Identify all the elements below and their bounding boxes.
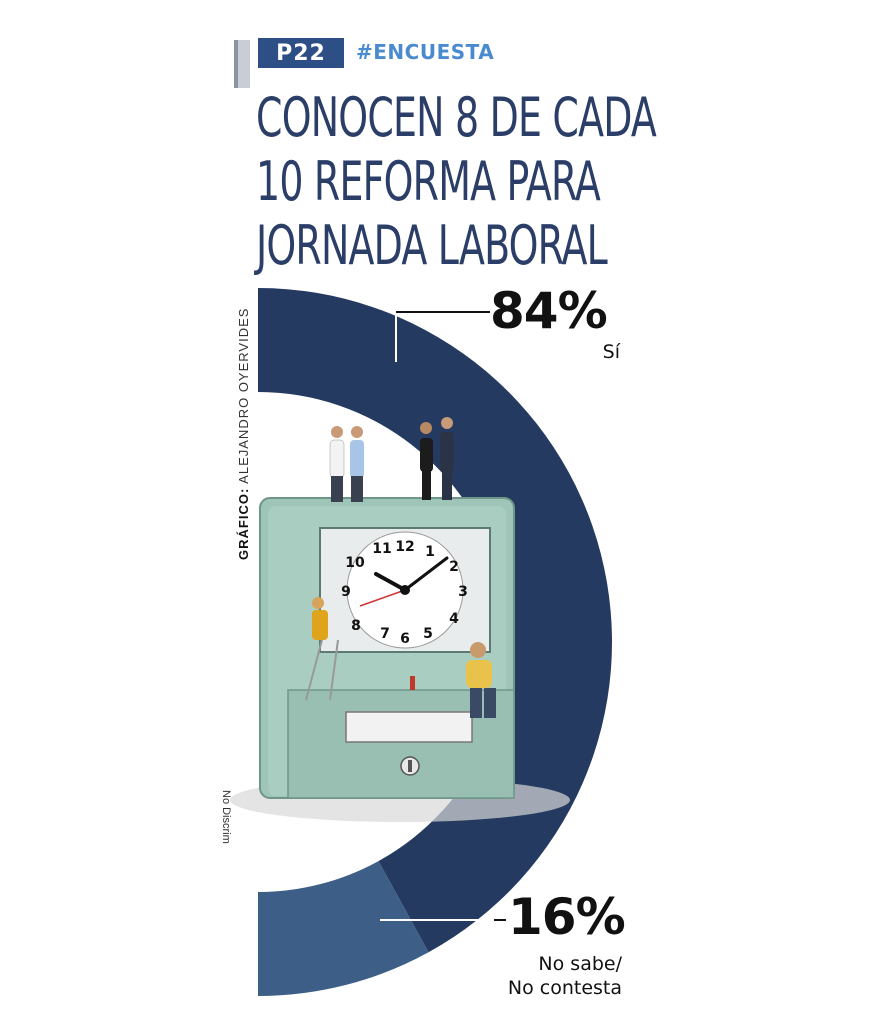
slice-label-si-pct: 84%	[490, 282, 608, 340]
slice-label-no-line2: No contesta	[507, 977, 622, 999]
miniature-figures	[305, 417, 496, 718]
headline-line-2: 10 REFORMA PARA	[256, 150, 601, 213]
time-clock-illustration: 12 1 2 3 4 5 6 7 8 9 10 11	[230, 417, 570, 822]
svg-text:8: 8	[351, 618, 361, 634]
svg-text:5: 5	[423, 626, 433, 642]
credit-label: GRÁFICO:	[236, 487, 251, 560]
svg-text:12: 12	[395, 539, 414, 555]
svg-text:9: 9	[341, 584, 351, 600]
donut-slice-no-sabe	[258, 861, 429, 996]
credit-author: ALEJANDRO OYERVIDES	[236, 307, 251, 484]
svg-text:7: 7	[380, 626, 390, 642]
page-tag: P22	[258, 38, 344, 68]
svg-text:4: 4	[449, 611, 459, 627]
hashtag-label: #ENCUESTA	[356, 40, 495, 64]
slice-label-si-name: Sí	[602, 341, 620, 363]
svg-text:1: 1	[425, 544, 435, 560]
svg-text:11: 11	[372, 541, 391, 557]
slice-label-no-name: No sabe/ No contesta	[470, 952, 622, 1000]
slice-label-no-line1: No sabe/	[538, 953, 622, 975]
page-edge-bar	[234, 40, 250, 88]
slice-label-no-pct: 16%	[508, 888, 626, 946]
svg-text:6: 6	[400, 631, 410, 647]
graphic-credit: GRÁFICO: ALEJANDRO OYERVIDES	[236, 308, 251, 560]
svg-text:3: 3	[458, 584, 468, 600]
svg-text:2: 2	[449, 559, 459, 575]
svg-text:10: 10	[345, 555, 365, 571]
side-note: No Discrim	[220, 790, 232, 844]
